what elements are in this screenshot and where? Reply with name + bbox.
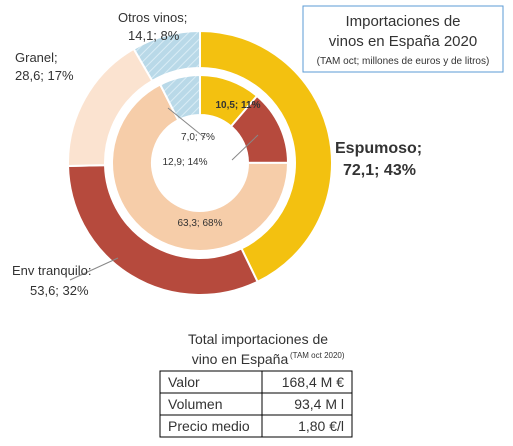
table-note: (TAM oct 2020) — [290, 351, 345, 360]
value-label: 28,6; 17% — [15, 68, 74, 83]
title-box — [302, 5, 504, 73]
table: Valor 168,4 M € Volumen 93,4 M l Precio medi… — [159, 370, 353, 438]
leader-line — [231, 134, 259, 161]
inner-value-label: 12,9; 14% — [162, 157, 207, 168]
table-cell — [261, 414, 353, 438]
table-title: Total importaciones de — [188, 331, 328, 347]
table-value: 93,4 M l — [294, 396, 344, 412]
category-label: Otros vinos; — [118, 10, 187, 25]
value-label: 14,1; 8% — [128, 28, 180, 43]
donut-segment — [132, 29, 201, 83]
value-label: 72,1; 43% — [343, 162, 416, 179]
inner-value-label: 10,5; 11% — [215, 100, 260, 111]
category-label: Env tranquilo: — [12, 263, 92, 278]
donut-segment — [199, 29, 333, 284]
table-label: Precio medio — [168, 418, 250, 434]
leader-line — [69, 257, 119, 281]
chart-title: vinos en España 2020 — [329, 33, 477, 50]
table-label: Volumen — [168, 396, 222, 412]
value-label: 53,6; 32% — [30, 283, 89, 298]
table-label: Valor — [168, 374, 200, 390]
inner-value-label: 7,0; 7% — [181, 132, 215, 143]
category-label: Espumoso; — [335, 140, 422, 157]
chart-title: Importaciones de — [345, 13, 460, 30]
leader-line — [167, 107, 206, 139]
table-title: vino en España — [192, 351, 289, 367]
table-value: 168,4 M € — [282, 374, 344, 390]
chart-subtitle: (TAM oct; millones de euros y de litros) — [317, 56, 490, 67]
table-value: 1,80 €/l — [298, 418, 344, 434]
category-label: Granel; — [15, 50, 58, 65]
donut-segment — [111, 83, 290, 252]
inner-value-label: 63,3; 68% — [177, 218, 222, 229]
